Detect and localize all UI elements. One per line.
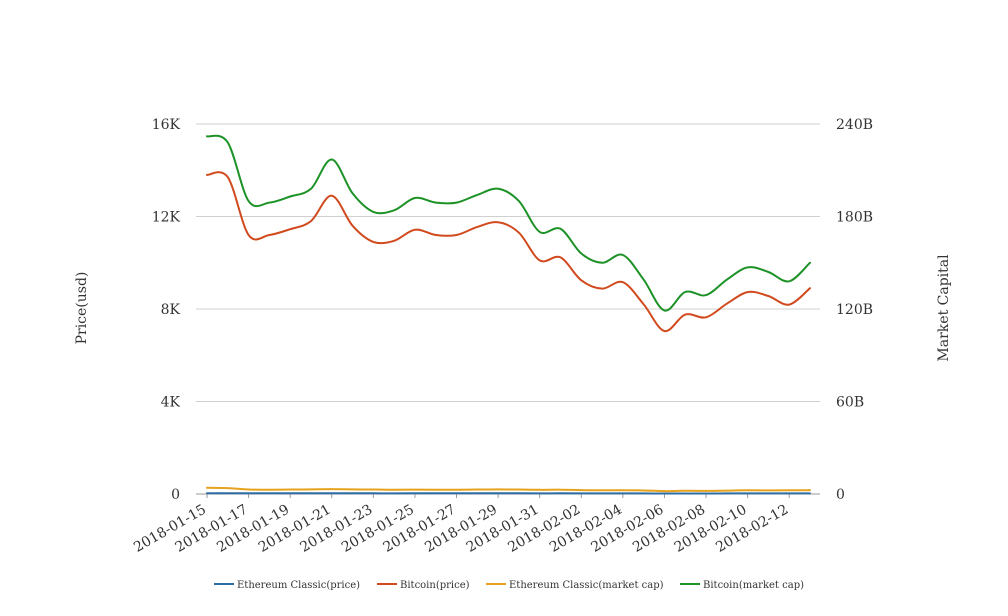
legend-label: Bitcoin(price) bbox=[400, 580, 470, 591]
x-axis-ticks: 2018-01-152018-01-172018-01-192018-01-21… bbox=[131, 494, 791, 556]
y-tick-label: 12K bbox=[152, 210, 181, 226]
legend-item: Bitcoin(price) bbox=[377, 580, 470, 591]
legend-item: Ethereum Classic(price) bbox=[214, 580, 360, 591]
series-line-3 bbox=[206, 134, 811, 312]
y-tick-label: 16K bbox=[152, 117, 181, 133]
grid-lines bbox=[196, 123, 820, 495]
legend-label: Bitcoin(market cap) bbox=[703, 580, 804, 591]
y-axis-label: Price(usd) bbox=[74, 272, 90, 345]
right-axis-ticks: 0 60B 120B 180B 240B bbox=[836, 117, 873, 503]
y2-tick-label: 240B bbox=[836, 117, 873, 133]
left-axis-ticks: 0 4K 8K 12K 16K bbox=[152, 117, 181, 503]
legend: Ethereum Classic(price) Bitcoin(price) Eth… bbox=[214, 580, 804, 591]
legend-label: Ethereum Classic(market cap) bbox=[509, 580, 664, 591]
y-tick-label: 0 bbox=[171, 487, 180, 503]
y2-tick-label: 120B bbox=[836, 302, 873, 318]
legend-item: Ethereum Classic(market cap) bbox=[486, 580, 664, 591]
y-tick-label: 8K bbox=[161, 302, 181, 318]
y2-tick-label: 0 bbox=[836, 487, 845, 503]
legend-label: Ethereum Classic(price) bbox=[237, 580, 360, 591]
legend-item: Bitcoin(market cap) bbox=[680, 580, 804, 591]
series-line-1 bbox=[206, 171, 811, 333]
y-tick-label: 4K bbox=[161, 395, 181, 411]
series-lines bbox=[206, 134, 811, 495]
y2-tick-label: 60B bbox=[836, 395, 864, 411]
y2-axis-label: Market Capital bbox=[936, 254, 952, 362]
y2-tick-label: 180B bbox=[836, 210, 873, 226]
series-line-2 bbox=[206, 486, 811, 493]
